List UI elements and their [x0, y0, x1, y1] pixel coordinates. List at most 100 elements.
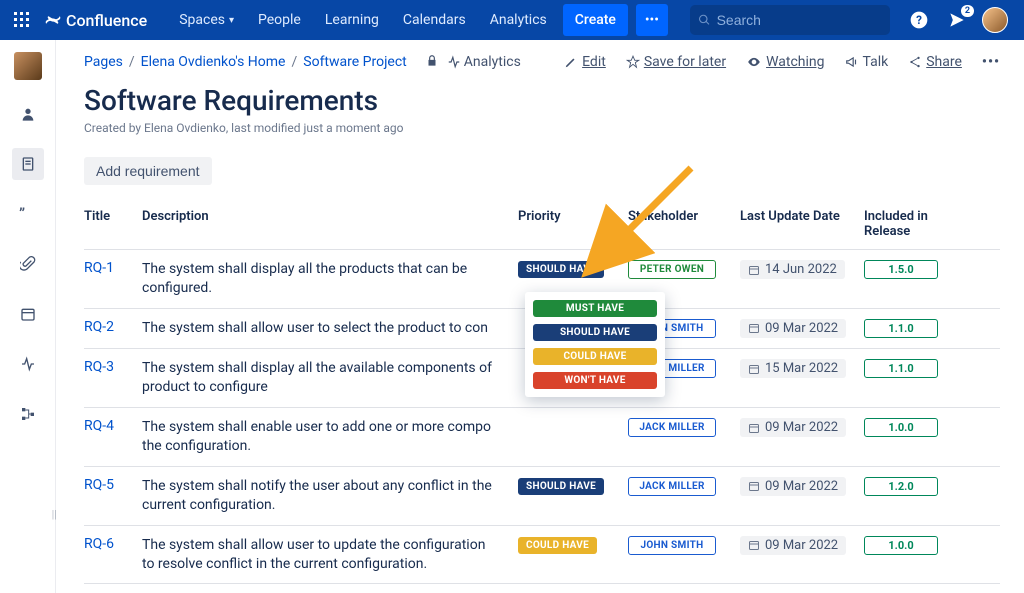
priority-dropdown[interactable]: MUST HAVE SHOULD HAVE COULD HAVE WON'T HAVE	[525, 292, 665, 397]
talk-action[interactable]: Talk	[845, 54, 889, 70]
req-desc: The system shall notify the user about a…	[142, 477, 512, 515]
date-cell: 09 Mar 2022	[740, 477, 846, 496]
create-button[interactable]: Create	[563, 4, 628, 36]
nav-spaces[interactable]: Spaces▾	[167, 0, 246, 40]
req-desc: The system shall enable user to add one …	[142, 418, 512, 456]
req-link[interactable]: RQ-4	[84, 418, 114, 434]
sidebar-tree-icon[interactable]	[12, 398, 44, 430]
table-row: RQ-5 The system shall notify the user abo…	[84, 467, 1000, 526]
user-avatar[interactable]	[982, 7, 1008, 33]
calendar-icon	[748, 264, 760, 276]
notifications-icon[interactable]: 2	[944, 7, 970, 33]
stakeholder-pill[interactable]: JOHN SMITH	[628, 536, 716, 555]
col-release: Included in Release	[864, 209, 950, 239]
req-desc: The system shall allow user to select th…	[142, 319, 512, 338]
calendar-icon	[748, 480, 760, 492]
help-icon[interactable]: ?	[906, 7, 932, 33]
nav-more-button[interactable]: •••	[636, 4, 668, 36]
priority-option[interactable]: COULD HAVE	[533, 348, 657, 365]
priority-option[interactable]: SHOULD HAVE	[533, 324, 657, 341]
sidebar-person-icon[interactable]	[12, 98, 44, 130]
search-input-wrap[interactable]	[690, 5, 890, 35]
save-action[interactable]: Save for later	[626, 54, 726, 70]
nav-learning[interactable]: Learning	[313, 0, 391, 40]
top-nav: Confluence Spaces▾ People Learning Calen…	[0, 0, 1024, 40]
release-pill: 1.0.0	[864, 418, 938, 437]
priority-pill[interactable]: SHOULD HAVE	[518, 261, 604, 278]
page-layout: ” || Pages / Elena Ovdienko's Home / Sof…	[0, 40, 1024, 593]
notif-badge: 2	[961, 5, 974, 17]
calendar-icon	[748, 322, 760, 334]
breadcrumb: Pages / Elena Ovdienko's Home / Software…	[84, 54, 521, 70]
add-requirement-button[interactable]: Add requirement	[84, 157, 212, 185]
sidebar-calendar-icon[interactable]	[12, 298, 44, 330]
col-priority: Priority	[518, 209, 622, 224]
nav-items: Spaces▾ People Learning Calendars Analyt…	[167, 0, 668, 40]
sidebar-activity-icon[interactable]	[12, 348, 44, 380]
date-cell: 14 Jun 2022	[740, 260, 845, 279]
calendar-icon	[748, 422, 760, 434]
date-cell: 09 Mar 2022	[740, 418, 846, 437]
nav-people[interactable]: People	[246, 0, 313, 40]
req-desc: The system shall display all the availab…	[142, 359, 512, 397]
req-link[interactable]: RQ-3	[84, 359, 114, 375]
priority-option[interactable]: MUST HAVE	[533, 300, 657, 317]
nav-right: ? 2	[906, 7, 1008, 33]
req-link[interactable]: RQ-1	[84, 260, 114, 276]
confluence-logo[interactable]: Confluence	[44, 11, 147, 30]
crumb-pages[interactable]: Pages	[84, 54, 123, 70]
lock-icon	[425, 54, 439, 68]
sidebar-page-icon[interactable]	[12, 148, 44, 180]
eye-icon	[746, 55, 762, 69]
release-pill: 1.0.0	[864, 536, 938, 555]
pencil-icon	[564, 55, 578, 69]
svg-text:”: ”	[19, 205, 25, 223]
calendar-icon	[748, 363, 760, 375]
col-title: Title	[84, 209, 136, 224]
page-more-button[interactable]: •••	[982, 54, 1000, 70]
crumb-home[interactable]: Elena Ovdienko's Home	[141, 54, 286, 70]
page-title: Software Requirements	[84, 84, 1000, 117]
search-icon	[698, 13, 711, 27]
search-input[interactable]	[717, 12, 882, 28]
stakeholder-pill[interactable]: JACK MILLER	[628, 418, 716, 437]
req-link[interactable]: RQ-2	[84, 319, 114, 335]
app-switcher-icon[interactable]	[8, 6, 36, 34]
calendar-icon	[748, 539, 760, 551]
priority-pill[interactable]: COULD HAVE	[518, 537, 597, 554]
sidebar: ” ||	[0, 40, 56, 593]
megaphone-icon	[845, 55, 859, 69]
col-desc: Description	[142, 209, 512, 224]
req-link[interactable]: RQ-5	[84, 477, 114, 493]
date-cell: 09 Mar 2022	[740, 319, 846, 338]
page-header-row: Pages / Elena Ovdienko's Home / Software…	[84, 54, 1000, 70]
edit-action[interactable]: Edit	[564, 54, 606, 70]
table-row: RQ-4 The system shall enable user to add …	[84, 408, 1000, 467]
release-pill: 1.1.0	[864, 319, 938, 338]
crumb-project[interactable]: Software Project	[303, 54, 407, 70]
sidebar-quote-icon[interactable]: ”	[12, 198, 44, 230]
brand-text: Confluence	[66, 11, 147, 30]
date-cell: 15 Mar 2022	[740, 359, 846, 378]
watch-action[interactable]: Watching	[746, 54, 824, 70]
priority-option[interactable]: WON'T HAVE	[533, 372, 657, 389]
chevron-down-icon: ▾	[229, 15, 234, 26]
priority-pill[interactable]: SHOULD HAVE	[518, 478, 604, 495]
nav-calendars[interactable]: Calendars	[391, 0, 478, 40]
release-pill: 1.2.0	[864, 477, 938, 496]
table-row: RQ-6The system shall allow user to updat…	[84, 526, 1000, 585]
space-avatar[interactable]	[14, 52, 42, 80]
release-pill: 1.5.0	[864, 260, 938, 279]
req-link[interactable]: RQ-6	[84, 536, 114, 552]
star-icon	[626, 55, 640, 69]
share-icon	[908, 55, 922, 69]
release-pill: 1.1.0	[864, 359, 938, 378]
sidebar-attach-icon[interactable]	[12, 248, 44, 280]
nav-analytics[interactable]: Analytics	[478, 0, 559, 40]
req-desc: The system shall display all the product…	[142, 260, 512, 298]
content-area: Pages / Elena Ovdienko's Home / Software…	[56, 40, 1024, 593]
stakeholder-pill[interactable]: JACK MILLER	[628, 477, 716, 496]
stakeholder-pill[interactable]: PETER OWEN	[628, 260, 716, 279]
table-row: RQ-7The system shall allow user to confi…	[84, 584, 1000, 593]
share-action[interactable]: Share	[908, 54, 962, 70]
